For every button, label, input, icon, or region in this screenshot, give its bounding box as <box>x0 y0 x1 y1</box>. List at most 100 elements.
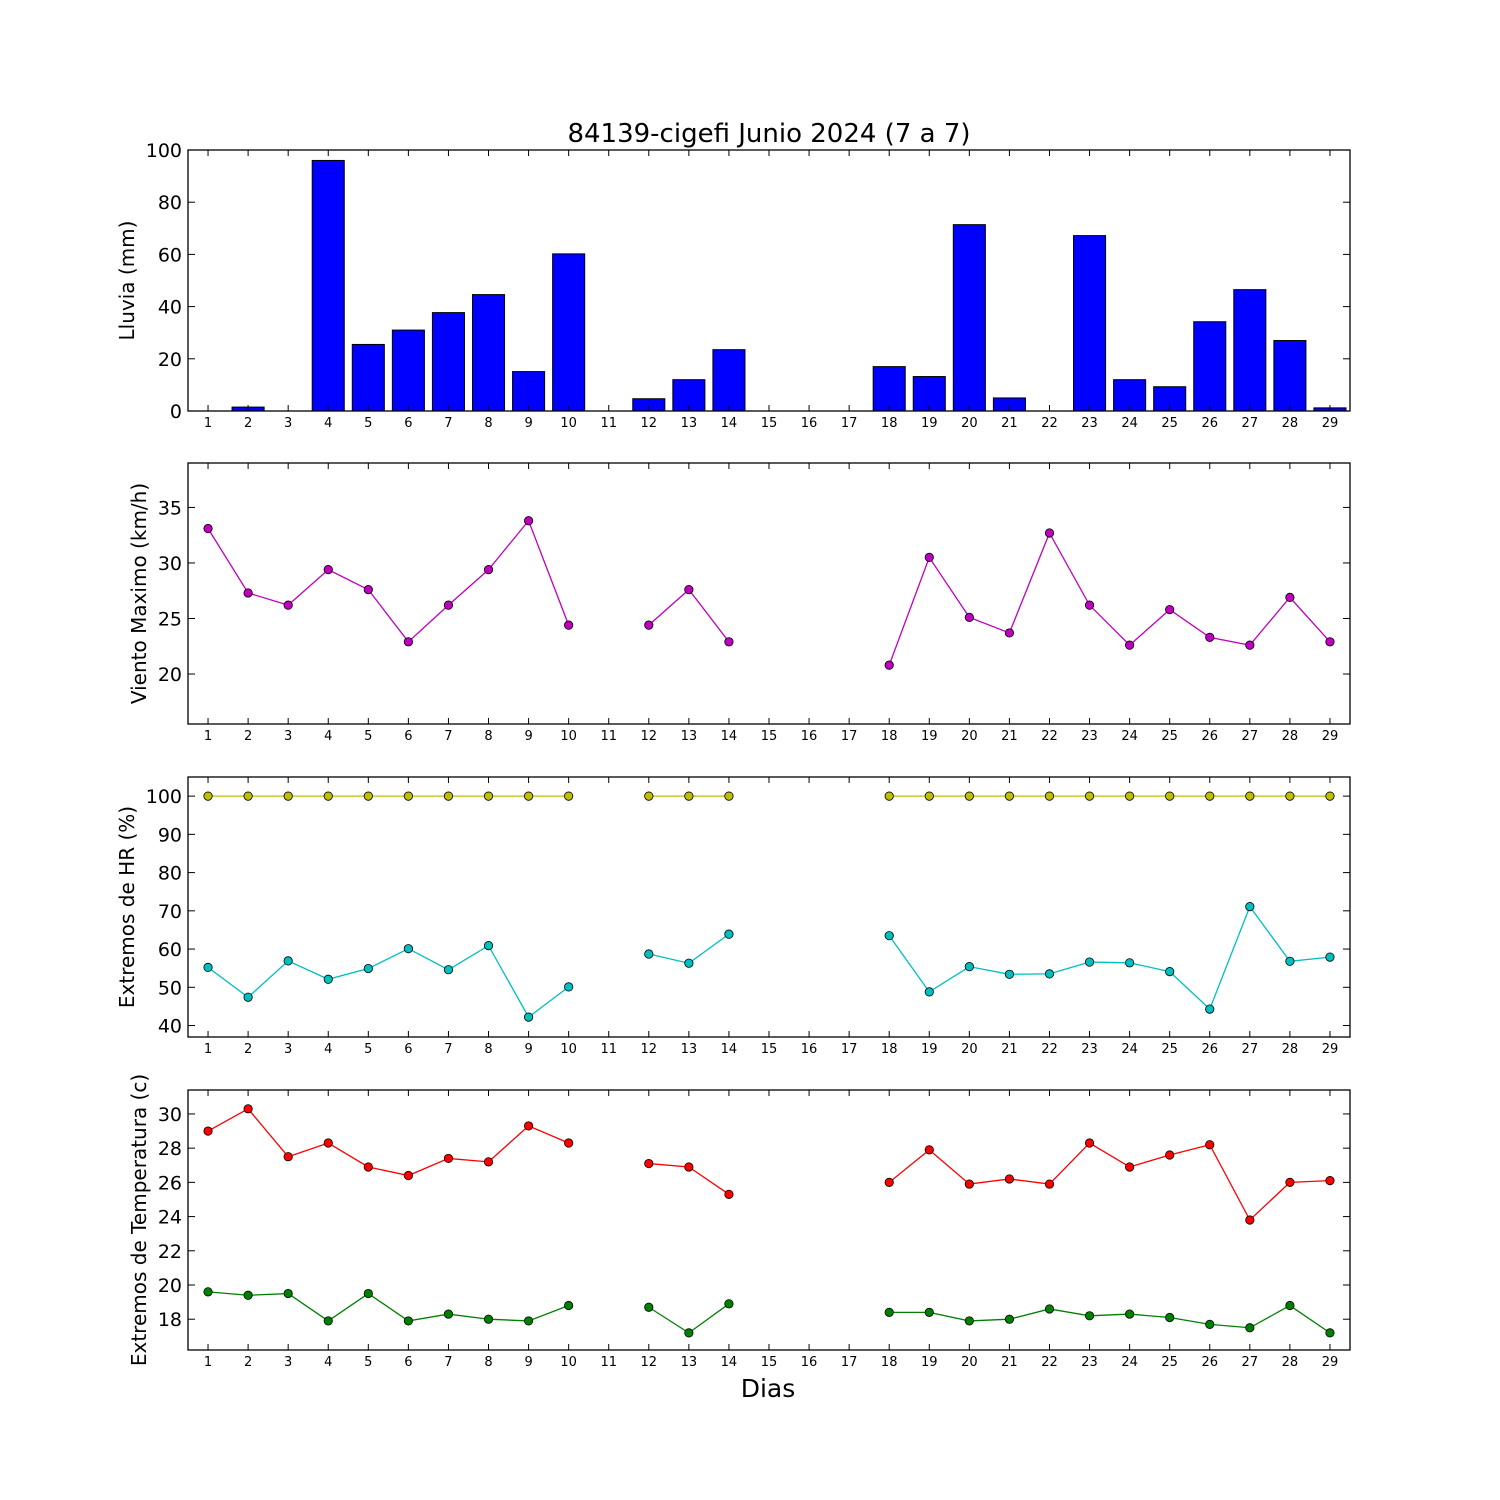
temperature-series-0-point-day-4 <box>323 1138 333 1148</box>
temperature-series-0-point-day-6 <box>403 1170 413 1181</box>
rain-y-tick-label: 100 <box>146 140 182 162</box>
wind-x-tick-label: 3 <box>284 729 292 744</box>
temperature-series-0-point-day-14 <box>724 1189 734 1199</box>
temperature-x-tick-label: 11 <box>600 1355 617 1370</box>
humidity-series-1-point-day-27 <box>1245 902 1255 912</box>
wind-series-0-line <box>648 588 730 643</box>
rain-x-tick-label: 29 <box>1322 416 1339 431</box>
humidity-y-tick-label: 90 <box>158 824 182 846</box>
humidity-series-0-point-day-12 <box>644 791 654 801</box>
temperature-series-1-point-day-7 <box>443 1309 454 1319</box>
wind-series-0-point-day-14 <box>724 637 734 647</box>
temperature-series-0-point-day-18 <box>884 1177 894 1187</box>
wind-series-0-point-day-12 <box>644 620 654 630</box>
rain-bar-day-28 <box>1273 340 1307 412</box>
humidity-x-tick-label: 26 <box>1201 1042 1218 1057</box>
wind-x-tick-label: 7 <box>444 729 452 744</box>
rain-x-tick-label: 12 <box>641 416 658 431</box>
wind-x-tick-label: 27 <box>1242 729 1259 744</box>
humidity-series-1-point-day-10 <box>564 982 574 992</box>
temperature-x-tick-label: 12 <box>641 1355 658 1370</box>
wind-x-tick-label: 8 <box>484 729 492 744</box>
wind-y-tick-label: 25 <box>158 608 182 630</box>
humidity-series-1-point-day-12 <box>644 949 654 959</box>
wind-x-tick-label: 2 <box>244 729 252 744</box>
humidity-x-tick-label: 19 <box>921 1042 938 1057</box>
wind-x-tick-label: 20 <box>961 729 978 744</box>
temperature-series-1-point-day-29 <box>1325 1328 1335 1338</box>
wind-x-tick-label: 13 <box>681 729 698 744</box>
humidity-series-1-point-day-2 <box>243 992 253 1002</box>
rain-y-tick-label: 60 <box>158 244 182 266</box>
wind-x-tick-label: 18 <box>881 729 898 744</box>
temperature-series-1-point-day-13 <box>684 1328 694 1338</box>
temperature-x-tick-label: 9 <box>524 1355 532 1370</box>
rain-x-tick-label: 20 <box>961 416 978 431</box>
humidity-series-0-point-day-14 <box>724 791 734 801</box>
humidity-series-0-point-day-10 <box>564 791 574 801</box>
humidity-x-tick-label: 10 <box>560 1042 577 1057</box>
humidity-series-1-point-day-29 <box>1325 952 1335 962</box>
wind-series-0-line <box>888 531 1331 666</box>
wind-x-tick-label: 28 <box>1282 729 1299 744</box>
temperature-series-1-point-day-21 <box>1004 1314 1015 1324</box>
humidity-series-1-point-day-21 <box>1004 969 1015 979</box>
rain-x-tick-label: 4 <box>324 416 332 431</box>
temperature-series-1-point-day-12 <box>644 1302 654 1312</box>
wind-y-tick-label: 30 <box>158 553 182 575</box>
humidity-y-tick-label: 70 <box>158 901 182 923</box>
rain-y-tick-label: 80 <box>158 192 182 214</box>
temperature-series-0-point-day-28 <box>1285 1177 1295 1187</box>
temperature-series-0-point-day-9 <box>523 1121 534 1131</box>
humidity-series-1-line <box>207 944 570 1019</box>
humidity-series-0-point-day-8 <box>483 791 494 801</box>
temperature-series-0-point-day-2 <box>243 1104 253 1114</box>
temperature-x-tick-label: 23 <box>1081 1355 1098 1370</box>
rain-x-tick-label: 2 <box>244 416 252 431</box>
temperature-y-tick-label: 30 <box>158 1104 182 1126</box>
temperature-x-tick-label: 26 <box>1201 1355 1218 1370</box>
temperature-y-tick-label: 20 <box>158 1275 182 1297</box>
temperature-x-tick-label: 20 <box>961 1355 978 1370</box>
temperature-series-0-line <box>207 1107 569 1177</box>
wind-x-tick-label: 26 <box>1201 729 1218 744</box>
humidity-y-tick-label: 80 <box>158 863 182 885</box>
wind-x-tick-label: 6 <box>404 729 412 744</box>
rain-bar-day-18 <box>872 366 906 412</box>
humidity-series-0-point-day-13 <box>684 791 694 801</box>
rain-x-tick-label: 13 <box>681 416 698 431</box>
wind-series-0-point-day-13 <box>684 585 694 595</box>
wind-series-0-point-day-20 <box>964 612 974 622</box>
humidity-series-0-point-day-18 <box>884 791 894 801</box>
humidity-series-0-point-day-4 <box>323 791 333 801</box>
wind-series-0-point-day-4 <box>323 565 333 575</box>
humidity-x-tick-label: 13 <box>681 1042 698 1057</box>
wind-series-0-point-day-8 <box>483 565 494 575</box>
temperature-series-1-point-day-4 <box>323 1316 333 1326</box>
rain-bar-day-14 <box>712 349 746 412</box>
temperature-x-tick-label: 27 <box>1242 1355 1259 1370</box>
humidity-series-0-point-day-9 <box>523 791 534 801</box>
wind-x-tick-label: 4 <box>324 729 332 744</box>
wind-x-tick-label: 14 <box>721 729 738 744</box>
temperature-series-0-point-day-5 <box>363 1162 373 1172</box>
wind-x-tick-label: 10 <box>560 729 577 744</box>
temperature-series-1-line <box>207 1291 569 1322</box>
humidity-x-tick-label: 24 <box>1121 1042 1138 1057</box>
temperature-series-0-point-day-12 <box>644 1158 654 1169</box>
humidity-x-tick-label: 3 <box>284 1042 292 1057</box>
wind-y-tick-label: 20 <box>158 664 182 686</box>
rain-x-tick-label: 8 <box>484 416 492 431</box>
wind-x-tick-label: 12 <box>641 729 658 744</box>
rain-x-tick-label: 21 <box>1001 416 1018 431</box>
humidity-series-0-point-day-27 <box>1245 791 1255 801</box>
wind-x-tick-label: 19 <box>921 729 938 744</box>
rain-bar-day-6 <box>391 329 425 412</box>
rain-x-tick-label: 18 <box>881 416 898 431</box>
humidity-series-1-point-day-23 <box>1084 957 1095 967</box>
humidity-series-1-point-day-5 <box>363 963 373 974</box>
wind-series-0-point-day-27 <box>1245 640 1255 650</box>
wind-series-0-point-day-24 <box>1125 640 1135 650</box>
